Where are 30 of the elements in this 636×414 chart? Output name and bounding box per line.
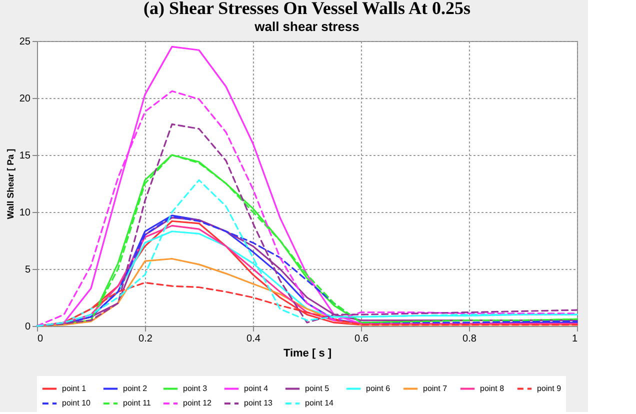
y-axis-title: Wall Shear [ Pa ] — [5, 148, 16, 220]
x-tick-label: 0.6 — [354, 334, 369, 344]
legend-label: point 5 — [305, 384, 330, 393]
legend-label: point 1 — [62, 384, 87, 393]
legend-label: point 8 — [480, 384, 505, 393]
legend-label: point 9 — [537, 384, 562, 393]
y-tick-label: 20 — [19, 94, 31, 104]
x-tick-label: 0.2 — [138, 334, 153, 344]
y-tick-label: 15 — [19, 150, 31, 162]
legend-label: point 4 — [244, 384, 269, 393]
legend-label: point 10 — [62, 398, 92, 408]
legend-label: point 11 — [123, 398, 152, 408]
y-tick-label: 5 — [24, 264, 31, 276]
x-tick-label: 1 — [572, 334, 578, 344]
legend-label: point 12 — [183, 398, 212, 408]
legend-label: point 3 — [183, 384, 208, 393]
x-tick-label: 0.4 — [246, 334, 261, 344]
y-tick-label: 10 — [19, 208, 31, 218]
y-tick-label: 25 — [19, 36, 31, 48]
chart-subtitle: wall shear stress — [254, 19, 360, 34]
legend-label: point 14 — [305, 398, 334, 408]
y-tick-label: 0 — [24, 322, 31, 332]
legend-label: point 2 — [123, 384, 148, 393]
legend-label: point 6 — [366, 384, 391, 393]
x-tick-label: 0 — [38, 334, 44, 344]
chart-title: (a) Shear Stresses On Vessel Walls At 0.25s — [143, 0, 471, 18]
x-axis-title: Time [ s ] — [283, 348, 332, 360]
x-tick-label: 0.8 — [462, 334, 477, 344]
legend-label: point 7 — [423, 384, 448, 393]
legend-label: point 13 — [244, 398, 274, 408]
